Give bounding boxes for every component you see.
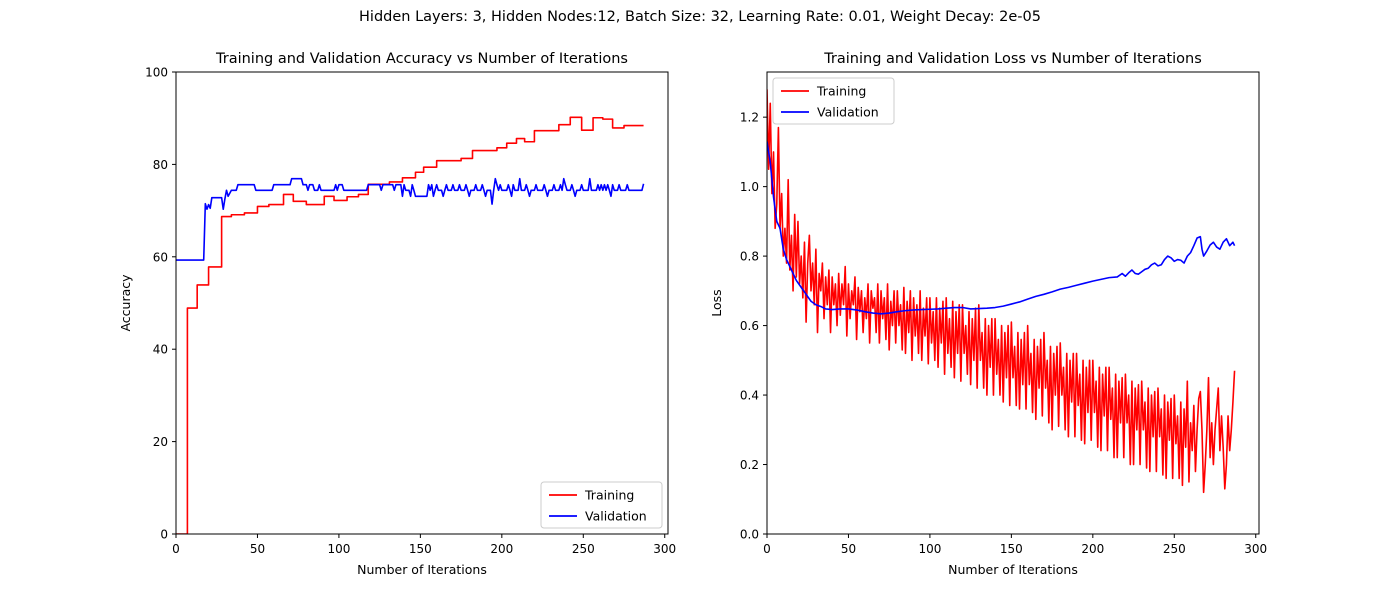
y-tick-label: 20 bbox=[153, 435, 168, 449]
accuracy-chart: 0 50 100 150 200 250 300 0 20 40 60 80 100 Training a… bbox=[118, 51, 676, 577]
x-tick-label: 0 bbox=[172, 542, 180, 556]
x-tick-label: 100 bbox=[918, 542, 941, 556]
y-tick-label: 1.0 bbox=[740, 180, 759, 194]
y-tick-label: 0 bbox=[160, 528, 168, 542]
series-line-validation bbox=[176, 177, 645, 261]
x-tick-label: 50 bbox=[250, 542, 265, 556]
x-tick-label: 300 bbox=[653, 542, 676, 556]
y-tick-label: 0.4 bbox=[740, 389, 759, 403]
y-tick-label: 0.2 bbox=[740, 458, 759, 472]
x-tick-label: 50 bbox=[841, 542, 856, 556]
y-tick-label: 40 bbox=[153, 343, 168, 357]
y-axis-label: Accuracy bbox=[118, 274, 133, 332]
y-tick-label: 100 bbox=[145, 66, 168, 80]
axes-frame bbox=[766, 71, 1260, 535]
chart-title: Training and Validation Accuracy vs Numb… bbox=[215, 51, 628, 67]
x-tick-label: 200 bbox=[1081, 542, 1104, 556]
legend: Training Validation bbox=[772, 77, 895, 125]
loss-chart: 0 50 100 150 200 250 300 0.0 0.2 0.4 0.6 0.8 1.0 1.2 T… bbox=[709, 51, 1267, 577]
x-tick-label: 300 bbox=[1244, 542, 1267, 556]
y-tick-label: 1.2 bbox=[740, 111, 759, 125]
legend-label-validation: Validation bbox=[817, 105, 879, 120]
x-axis-label: Number of Iterations bbox=[948, 562, 1078, 577]
series-line-training bbox=[767, 89, 1236, 494]
x-tick-label: 200 bbox=[490, 542, 513, 556]
series-line-training bbox=[176, 116, 644, 534]
legend-label-training: Training bbox=[816, 84, 866, 99]
chart-title: Training and Validation Loss vs Number o… bbox=[823, 51, 1202, 67]
x-tick-label: 150 bbox=[1000, 542, 1023, 556]
x-tick-label: 100 bbox=[327, 542, 350, 556]
y-tick-label: 60 bbox=[153, 250, 168, 264]
y-tick-label: 0.8 bbox=[740, 250, 759, 264]
legend: Training Validation bbox=[540, 481, 663, 529]
series-line-validation bbox=[767, 141, 1236, 315]
y-tick-label: 80 bbox=[153, 158, 168, 172]
legend-label-training: Training bbox=[584, 488, 634, 503]
x-tick-label: 250 bbox=[572, 542, 595, 556]
x-tick-label: 250 bbox=[1163, 542, 1186, 556]
plot-area bbox=[176, 72, 668, 534]
y-tick-label: 0.6 bbox=[740, 319, 759, 333]
x-tick-label: 0 bbox=[763, 542, 771, 556]
axes-frame bbox=[175, 71, 669, 535]
y-axis-label: Loss bbox=[709, 289, 724, 316]
y-tick-label: 0.0 bbox=[740, 528, 759, 542]
x-axis-label: Number of Iterations bbox=[357, 562, 487, 577]
x-tick-label: 150 bbox=[409, 542, 432, 556]
figure-suptitle: Hidden Layers: 3, Hidden Nodes:12, Batch… bbox=[359, 9, 1041, 25]
legend-label-validation: Validation bbox=[585, 509, 647, 524]
